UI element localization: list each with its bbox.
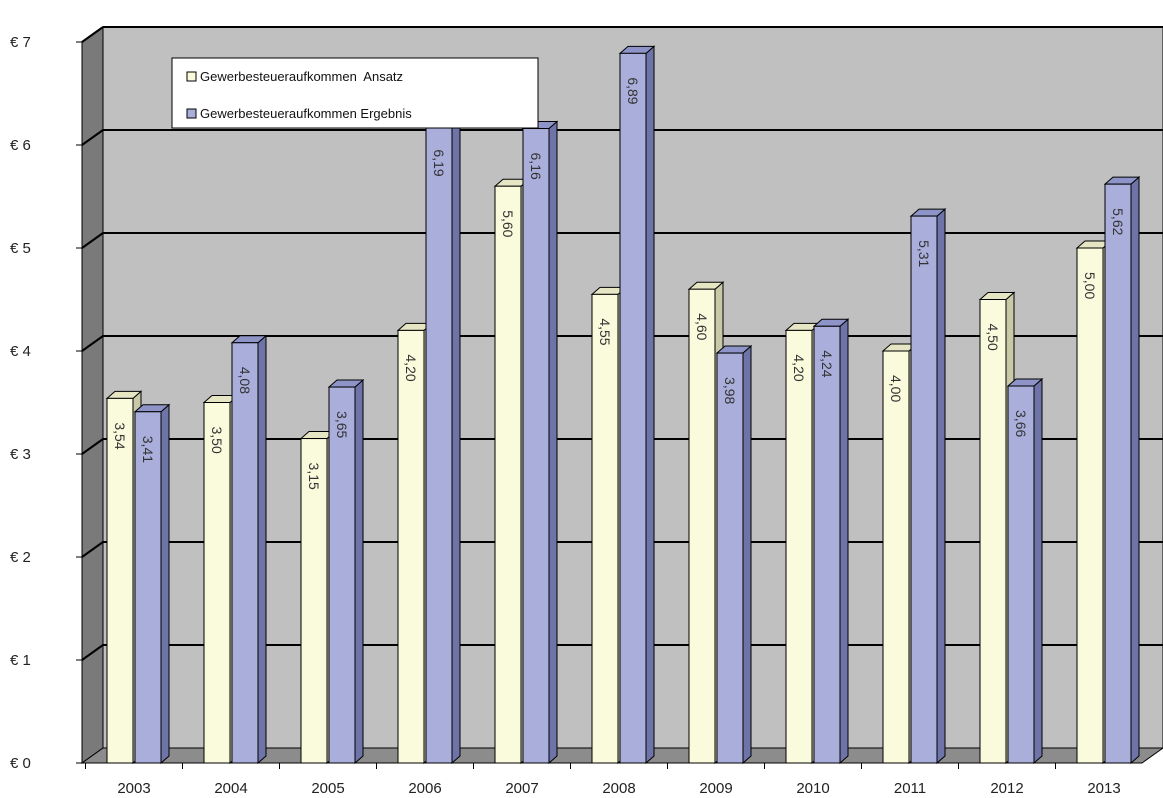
data-label: 3,15	[306, 463, 322, 490]
data-label: 3,41	[140, 436, 156, 463]
data-label: 6,19	[431, 149, 447, 176]
bar-ergebnis	[521, 120, 559, 765]
bar-ergebnis	[424, 117, 462, 765]
legend-swatch-ergebnis	[186, 108, 197, 119]
data-label: 6,89	[625, 77, 641, 104]
bar-ergebnis	[715, 344, 753, 765]
x-axis: 2003 2004 2005 2006 2007 2008 2009 2010 2011 2012…	[82, 762, 1142, 797]
gridline-side	[81, 129, 104, 146]
data-label: 4,60	[694, 313, 710, 340]
data-label: 4,55	[597, 318, 613, 345]
y-tick-label: € 7	[10, 34, 31, 51]
data-label: 6,16	[528, 153, 544, 180]
y-tick-label: € 1	[10, 652, 31, 669]
gridline-side	[81, 541, 104, 558]
x-tick-label: 2003	[117, 780, 150, 797]
bar-ergebnis	[230, 334, 268, 765]
x-tick-label: 2008	[602, 780, 635, 797]
bars: 3,54 3,41 3,50 4,08 3,15 3,65 4,20 6,19 5,60 6,16…	[105, 45, 1141, 765]
x-tick-label: 2007	[505, 780, 538, 797]
x-tick-label: 2010	[796, 780, 829, 797]
data-label: 3,65	[334, 411, 350, 438]
x-tick-label: 2009	[699, 780, 732, 797]
legend-label-ergebnis: Gewerbesteueraufkommen Ergebnis	[200, 106, 412, 121]
data-label: 4,24	[819, 350, 835, 377]
x-tick-label: 2011	[894, 780, 926, 797]
data-label: 3,98	[722, 377, 738, 404]
legend-label-ansatz: Gewerbesteueraufkommen Ansatz	[200, 69, 403, 84]
y-tick-label: € 0	[10, 755, 31, 772]
legend-swatch-ansatz	[186, 71, 197, 82]
gridline-side	[81, 644, 104, 661]
bar-ergebnis	[133, 403, 171, 765]
data-label: 4,20	[791, 354, 807, 381]
legend-box	[171, 57, 539, 129]
data-label: 5,31	[916, 240, 932, 267]
x-tick-label: 2004	[214, 780, 247, 797]
y-tick-label: € 5	[10, 240, 31, 257]
gridline-side	[81, 335, 104, 352]
data-label: 3,50	[209, 427, 225, 454]
y-tick-label: € 4	[10, 343, 31, 360]
data-label: 5,60	[500, 210, 516, 237]
y-tick-label: € 3	[10, 446, 31, 463]
data-label: 4,20	[403, 354, 419, 381]
y-axis: € 0 € 1 € 2 € 3 € 4 € 5 € 6 € 7	[10, 34, 83, 772]
data-label: 3,54	[112, 422, 128, 449]
gridline-side	[81, 232, 104, 249]
bar-ergebnis	[909, 207, 947, 765]
data-label: 4,00	[888, 375, 904, 402]
legend: Gewerbesteueraufkommen Ansatz Gewerbeste…	[171, 57, 539, 129]
y-tick-label: € 6	[10, 137, 31, 154]
x-tick-label: 2006	[408, 780, 441, 797]
data-label: 5,62	[1110, 208, 1126, 235]
bar-ergebnis	[618, 45, 656, 765]
x-tick-label: 2013	[1087, 780, 1120, 797]
x-tick-label: 2012	[990, 780, 1023, 797]
gridline-side	[81, 438, 104, 455]
x-tick-label: 2005	[311, 780, 344, 797]
bar-ergebnis	[327, 378, 365, 765]
bar-ergebnis	[1103, 176, 1141, 765]
data-label: 4,08	[237, 367, 253, 394]
data-label: 3,66	[1013, 410, 1029, 437]
data-label: 5,00	[1082, 272, 1098, 299]
gridline-side	[81, 26, 104, 43]
data-label: 4,50	[985, 324, 1001, 351]
bar-ergebnis	[812, 318, 850, 765]
y-tick-label: € 2	[10, 549, 31, 566]
